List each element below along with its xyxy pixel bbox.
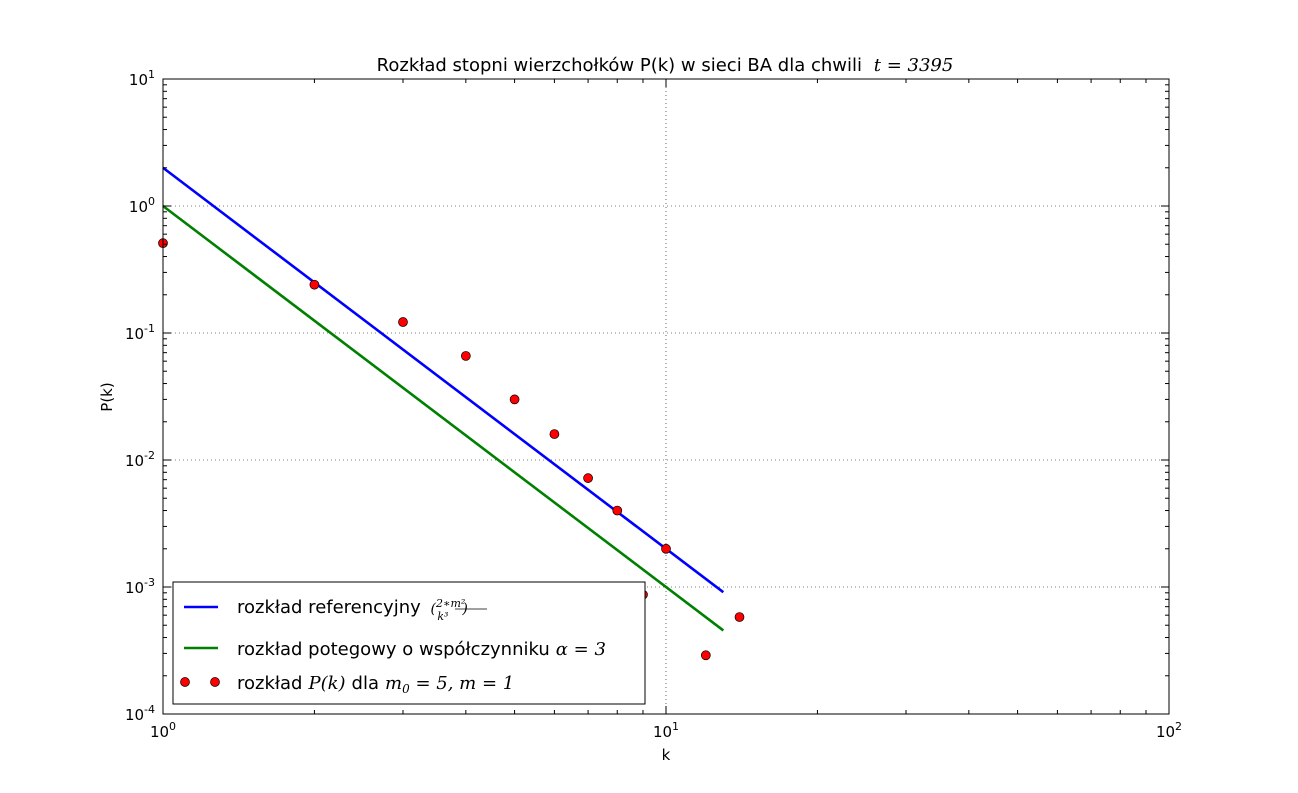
- y-tick-label-3: 10-2: [125, 449, 155, 470]
- data-point: [509, 394, 520, 405]
- legend-box: [172, 581, 646, 705]
- legend-label-reference: rozkład referencyjny (2∗m² k³): [237, 597, 468, 623]
- data-point: [309, 279, 320, 290]
- data-point: [734, 612, 745, 622]
- legend-label-empirical: rozkład P(k) dla m0 = 5, m = 1: [237, 673, 514, 696]
- chart-title-math: t = 3395: [874, 55, 954, 76]
- x-axis-label: k: [662, 746, 671, 764]
- axis-ticks: [162, 78, 1170, 715]
- x-tick-label-2: 102: [1156, 720, 1182, 741]
- data-point: [549, 429, 560, 439]
- tick-labels: 100 101 102 101 100 10-1 10-2 10-3 10-4: [125, 68, 1182, 741]
- data-point: [583, 473, 593, 483]
- data-point: [700, 650, 711, 661]
- series-line-0: [162, 166, 725, 594]
- x-tick-label-0: 100: [150, 720, 176, 741]
- data-point: [460, 351, 471, 361]
- data-point: [612, 505, 623, 516]
- series-line-1: [162, 204, 725, 632]
- legend-marker-2: [210, 677, 220, 687]
- y-tick-label-0: 101: [129, 68, 155, 89]
- y-axis-label: P(k): [98, 382, 116, 411]
- y-tick-label-1: 100: [129, 195, 155, 216]
- x-tick-label-1: 101: [653, 720, 679, 741]
- legend-label-power-law: rozkład potegowy o współczynniku α = 3: [237, 639, 606, 660]
- y-tick-label-4: 10-3: [125, 576, 155, 597]
- chart-title: Rozkład stopni wierzchołków P(k) w sieci…: [377, 55, 954, 76]
- y-tick-label-2: 10-1: [125, 322, 155, 343]
- legend-marker-1: [180, 677, 190, 687]
- chart-title-text: Rozkład stopni wierzchołków P(k) w sieci…: [377, 55, 862, 76]
- data-point: [661, 543, 671, 554]
- y-tick-label-5: 10-4: [125, 703, 155, 724]
- legend: rozkład referencyjny (2∗m² k³) rozkład po…: [172, 581, 646, 705]
- plot-series: [158, 166, 745, 661]
- data-point: [398, 317, 408, 327]
